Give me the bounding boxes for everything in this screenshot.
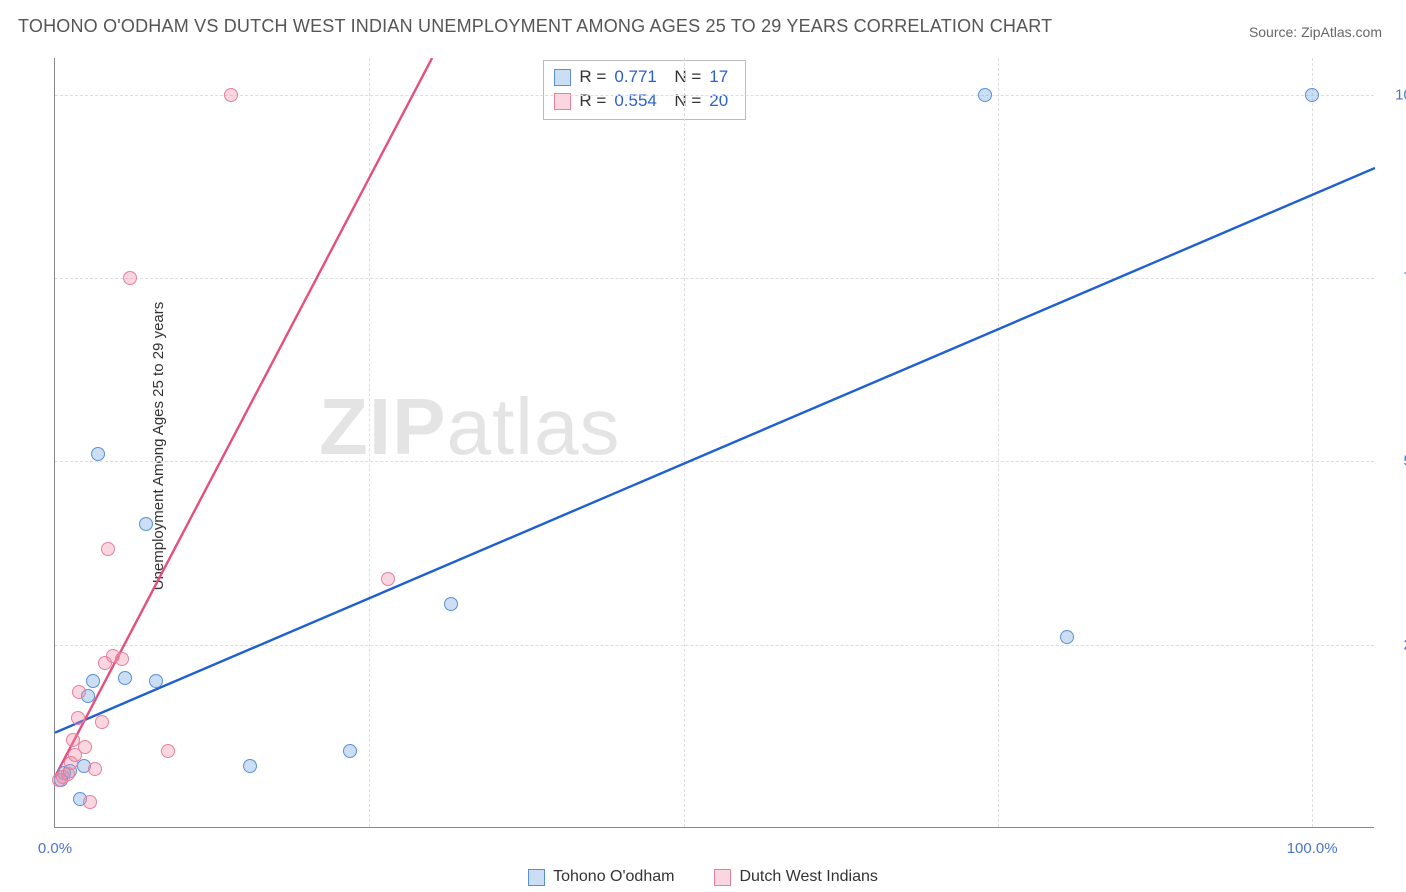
legend-swatch [554, 69, 571, 86]
chart-title: TOHONO O'ODHAM VS DUTCH WEST INDIAN UNEM… [18, 16, 1052, 37]
data-point-b [224, 88, 238, 102]
gridline-h [55, 95, 1374, 96]
watermark: ZIPatlas [319, 381, 620, 473]
ytick-label: 100.0% [1382, 86, 1406, 103]
legend-item-b: Dutch West Indians [714, 868, 877, 886]
scatter-plot: ZIPatlas R =0.771N =17R =0.554N =20 25.0… [54, 58, 1374, 828]
gridline-v [1312, 58, 1313, 827]
xtick-label: 0.0% [38, 840, 72, 857]
watermark-bold: ZIP [319, 382, 446, 471]
gridline-v [998, 58, 999, 827]
gridline-h [55, 461, 1374, 462]
data-point-a [118, 671, 132, 685]
data-point-a [444, 597, 458, 611]
data-point-a [149, 674, 163, 688]
legend-row-b: R = 0.554 N = 20 [554, 89, 735, 113]
legend-row-a: R = 0.771 N = 17 [554, 65, 735, 89]
trend-lines [55, 58, 1375, 828]
data-point-a [978, 88, 992, 102]
n-value: 17 [709, 65, 735, 89]
n-label: N = [674, 89, 701, 113]
legend-item-a: Tohono O'odham [528, 868, 674, 886]
gridline-h [55, 278, 1374, 279]
legend-label-a: Tohono O'odham [553, 868, 674, 886]
source-label: Source: ZipAtlas.com [1249, 24, 1382, 40]
xtick-label: 100.0% [1287, 840, 1338, 857]
correlation-legend: R = 0.771 N = 17 R = 0.554 N = 20 [543, 60, 746, 120]
data-point-b [115, 652, 129, 666]
gridline-h [55, 645, 1374, 646]
swatch-a [528, 869, 545, 886]
data-point-b [123, 271, 137, 285]
r-value: 0.554 [614, 89, 666, 113]
r-label: R = [579, 89, 606, 113]
n-value: 20 [709, 89, 735, 113]
data-point-a [91, 447, 105, 461]
data-point-a [139, 517, 153, 531]
data-point-a [1060, 630, 1074, 644]
data-point-b [71, 711, 85, 725]
data-point-b [161, 744, 175, 758]
gridline-v [369, 58, 370, 827]
data-point-a [86, 674, 100, 688]
gridline-v [684, 58, 685, 827]
data-point-a [1305, 88, 1319, 102]
swatch-b [714, 869, 731, 886]
data-point-b [381, 572, 395, 586]
data-point-b [101, 542, 115, 556]
series-legend: Tohono O'odham Dutch West Indians [0, 868, 1406, 886]
legend-label-b: Dutch West Indians [739, 868, 877, 886]
ytick-label: 25.0% [1382, 636, 1406, 653]
r-label: R = [579, 65, 606, 89]
r-value: 0.771 [614, 65, 666, 89]
data-point-b [83, 795, 97, 809]
ytick-label: 50.0% [1382, 453, 1406, 470]
data-point-a [243, 759, 257, 773]
ytick-label: 75.0% [1382, 270, 1406, 287]
data-point-b [78, 740, 92, 754]
n-label: N = [674, 65, 701, 89]
data-point-a [343, 744, 357, 758]
data-point-b [72, 685, 86, 699]
data-point-b [95, 715, 109, 729]
watermark-light: atlas [446, 382, 620, 471]
data-point-b [88, 762, 102, 776]
